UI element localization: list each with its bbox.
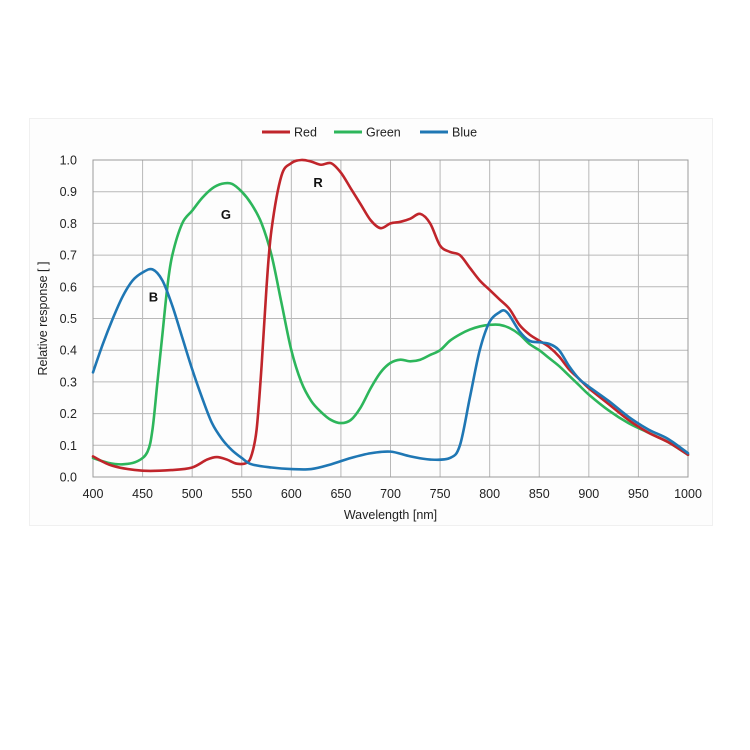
y-tick-label: 0.0	[60, 471, 77, 485]
x-tick-label: 400	[83, 487, 104, 501]
y-tick-label: 0.5	[60, 312, 77, 326]
series-lines	[91, 158, 690, 473]
x-axis-ticks: 400 450 500 550 600 650 700 750 800 850 900 950 1000	[83, 487, 702, 501]
y-tick-label: 0.4	[60, 344, 77, 358]
legend-label-red: Red	[294, 126, 317, 140]
y-tick-label: 0.6	[60, 280, 77, 294]
annotation-r: R	[313, 175, 323, 190]
y-tick-label: 1.0	[60, 154, 77, 168]
grid	[92, 159, 689, 478]
y-tick-label: 0.2	[60, 407, 77, 421]
y-axis-title: Relative response [ ]	[36, 262, 50, 376]
y-tick-label: 0.1	[60, 439, 77, 453]
annotation-g: G	[221, 207, 231, 222]
x-tick-label: 750	[430, 487, 451, 501]
x-tick-label: 800	[479, 487, 500, 501]
legend-label-blue: Blue	[452, 126, 477, 140]
x-tick-label: 700	[380, 487, 401, 501]
x-tick-label: 500	[182, 487, 203, 501]
y-axis-ticks: 0.0 0.1 0.2 0.3 0.4 0.5 0.6 0.7 0.8 0.9 1.0	[60, 154, 77, 485]
x-tick-label: 450	[132, 487, 153, 501]
x-tick-label: 650	[330, 487, 351, 501]
curve-annotations: R G B	[149, 175, 324, 304]
y-tick-label: 0.3	[60, 375, 77, 389]
x-tick-label: 900	[578, 487, 599, 501]
annotation-b: B	[149, 289, 158, 304]
plot-area-border	[92, 159, 689, 478]
series-line-red	[91, 158, 690, 473]
x-axis-title: Wavelength [nm]	[344, 508, 437, 522]
legend: Red Green Blue	[262, 126, 477, 140]
series-line-blue	[91, 267, 690, 471]
x-tick-label: 1000	[674, 487, 702, 501]
x-tick-label: 950	[628, 487, 649, 501]
series-line-green	[91, 181, 690, 466]
y-tick-label: 0.9	[60, 185, 77, 199]
y-tick-label: 0.8	[60, 217, 77, 231]
y-tick-label: 0.7	[60, 249, 77, 263]
x-tick-label: 550	[231, 487, 252, 501]
legend-label-green: Green	[366, 126, 401, 140]
x-tick-label: 850	[529, 487, 550, 501]
x-tick-label: 600	[281, 487, 302, 501]
